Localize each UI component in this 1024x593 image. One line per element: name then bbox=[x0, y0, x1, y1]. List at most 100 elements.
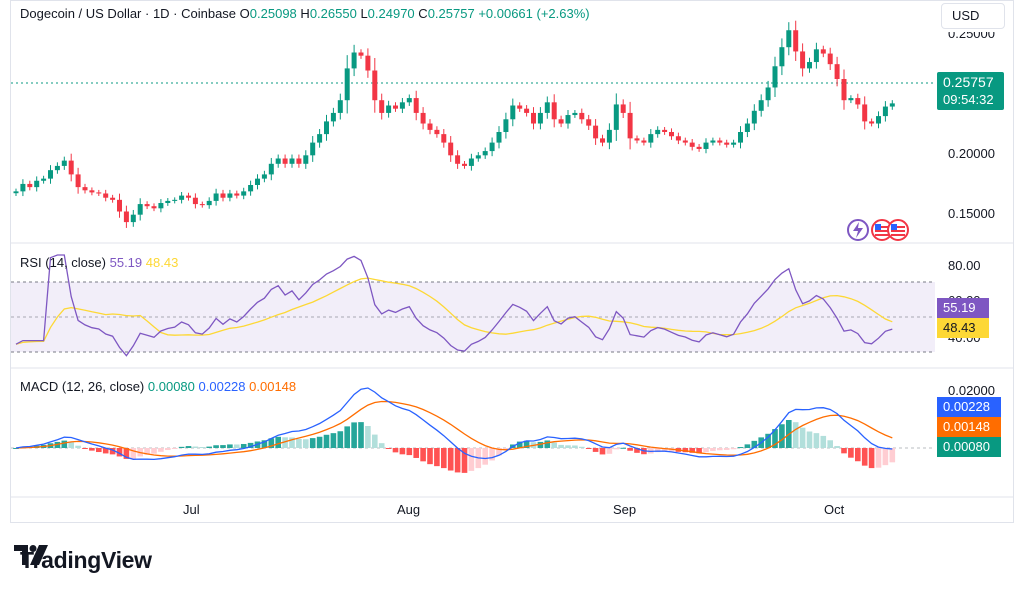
candle-body bbox=[558, 119, 564, 124]
macd-histogram-bar bbox=[454, 448, 461, 473]
candle-body bbox=[620, 104, 626, 113]
rsi-tick-60: 60.00 bbox=[948, 293, 981, 299]
macd-label: MACD (12, 26, close) bbox=[20, 379, 145, 394]
candle-body bbox=[786, 30, 792, 48]
macd-signal-line bbox=[15, 400, 893, 457]
candle-body bbox=[268, 163, 274, 175]
symbol-name: Dogecoin / US Dollar · 1D · Coinbase bbox=[20, 6, 237, 21]
macd-histogram-bar bbox=[682, 448, 689, 453]
macd-histogram-bar bbox=[689, 448, 695, 453]
macd-histogram-bar bbox=[461, 448, 468, 473]
candle-body bbox=[655, 129, 661, 135]
candle-body bbox=[462, 163, 467, 166]
macd-histogram-bar bbox=[151, 448, 157, 454]
candle-body bbox=[206, 200, 212, 206]
macd-histogram-bar bbox=[489, 448, 495, 461]
candle-body bbox=[586, 119, 592, 126]
macd-histogram-bar bbox=[268, 438, 275, 448]
price-tick-3: 0.15000 bbox=[948, 206, 995, 221]
macd-histogram-bar bbox=[102, 448, 109, 454]
macd-histogram-bar bbox=[710, 448, 716, 451]
candle-body bbox=[365, 55, 371, 71]
macd-histogram-bar bbox=[482, 448, 488, 465]
x-label-oct: Oct bbox=[824, 502, 845, 517]
candle-body bbox=[41, 178, 47, 181]
candle-body bbox=[68, 160, 74, 175]
macd-histogram-bar bbox=[309, 438, 316, 448]
last-price-value: 0.25757 bbox=[943, 74, 994, 90]
candle-body bbox=[420, 112, 426, 124]
macd-histogram-bar bbox=[882, 448, 889, 466]
macd-histogram-bar bbox=[61, 440, 68, 448]
candle-body bbox=[434, 129, 440, 135]
macd-histogram-bar bbox=[703, 448, 709, 453]
candle-body bbox=[386, 105, 392, 113]
macd-histogram-bar bbox=[240, 443, 247, 448]
currency-button[interactable]: USD bbox=[941, 3, 1005, 29]
macd-histogram-bar bbox=[385, 448, 392, 449]
candle-body bbox=[862, 104, 868, 122]
candle-body bbox=[48, 170, 53, 179]
macd-histogram-bar bbox=[848, 448, 854, 458]
candle-body bbox=[199, 204, 205, 206]
candle-body bbox=[255, 178, 260, 185]
candle-body bbox=[130, 214, 136, 223]
macd-histogram-bar bbox=[889, 448, 896, 463]
macd-histogram-bar bbox=[717, 448, 723, 451]
macd-histogram-bar bbox=[820, 435, 827, 448]
macd-histogram-bar bbox=[75, 445, 81, 448]
macd-line-value: 0.00228 bbox=[198, 379, 246, 394]
candle-body bbox=[110, 197, 116, 200]
x-label-jul: Jul bbox=[183, 502, 200, 517]
candle-body bbox=[855, 98, 861, 105]
candle-body bbox=[96, 192, 102, 194]
macd-histogram-bar bbox=[620, 447, 626, 449]
rsi-tick-80: 80.00 bbox=[948, 258, 981, 273]
rsi-line bbox=[15, 254, 893, 357]
candle-body bbox=[393, 105, 398, 109]
macd-histogram-bar bbox=[441, 448, 447, 469]
macd-histogram-bar bbox=[378, 443, 385, 448]
macd-histogram-bar bbox=[206, 446, 212, 448]
macd-histogram-bar bbox=[316, 436, 323, 448]
candle-body bbox=[793, 30, 799, 52]
x-label-sep: Sep bbox=[613, 502, 637, 517]
candle-body bbox=[889, 103, 895, 107]
macd-histogram-bar bbox=[261, 440, 268, 448]
candle-body bbox=[158, 203, 164, 209]
macd-layer bbox=[13, 387, 896, 473]
macd-histogram-bar bbox=[192, 446, 199, 448]
change-value: +0.00661 (+2.63%) bbox=[478, 6, 590, 21]
macd-title: MACD (12, 26, close) 0.00080 0.00228 0.0… bbox=[20, 379, 296, 394]
macd-histogram-bar bbox=[861, 448, 868, 466]
symbol-header: Dogecoin / US Dollar · 1D · Coinbase O0.… bbox=[20, 6, 590, 21]
candle-body bbox=[20, 183, 26, 192]
macd-histogram-bar bbox=[434, 448, 440, 467]
macd-histogram-bar bbox=[551, 442, 557, 448]
macd-histogram-bar bbox=[144, 448, 150, 455]
chart-frame[interactable] bbox=[10, 0, 1014, 523]
macd-histogram-bar bbox=[813, 433, 820, 448]
candle-body bbox=[869, 121, 875, 124]
tradingview-logo[interactable]: TradingView bbox=[14, 545, 152, 575]
candle-body bbox=[468, 158, 474, 166]
candle-body bbox=[144, 204, 150, 207]
candle-body bbox=[248, 185, 254, 192]
rsi-layer bbox=[15, 254, 893, 357]
candle-body bbox=[738, 132, 743, 143]
macd-tick: 0.02000 bbox=[948, 383, 995, 398]
candle-body bbox=[303, 155, 309, 164]
macd-histogram-bar bbox=[592, 448, 599, 452]
macd-histogram-bar bbox=[503, 448, 509, 451]
candle-body bbox=[475, 155, 481, 159]
candle-body bbox=[627, 112, 633, 139]
candle-body bbox=[351, 52, 357, 69]
candle-body bbox=[413, 98, 419, 113]
macd-histogram-bar bbox=[406, 448, 413, 456]
macd-histogram-bar bbox=[806, 431, 813, 448]
candle-body bbox=[600, 138, 605, 143]
candle-body bbox=[441, 134, 447, 143]
flag-icons[interactable] bbox=[846, 218, 910, 242]
macd-histogram-bar bbox=[158, 448, 164, 452]
